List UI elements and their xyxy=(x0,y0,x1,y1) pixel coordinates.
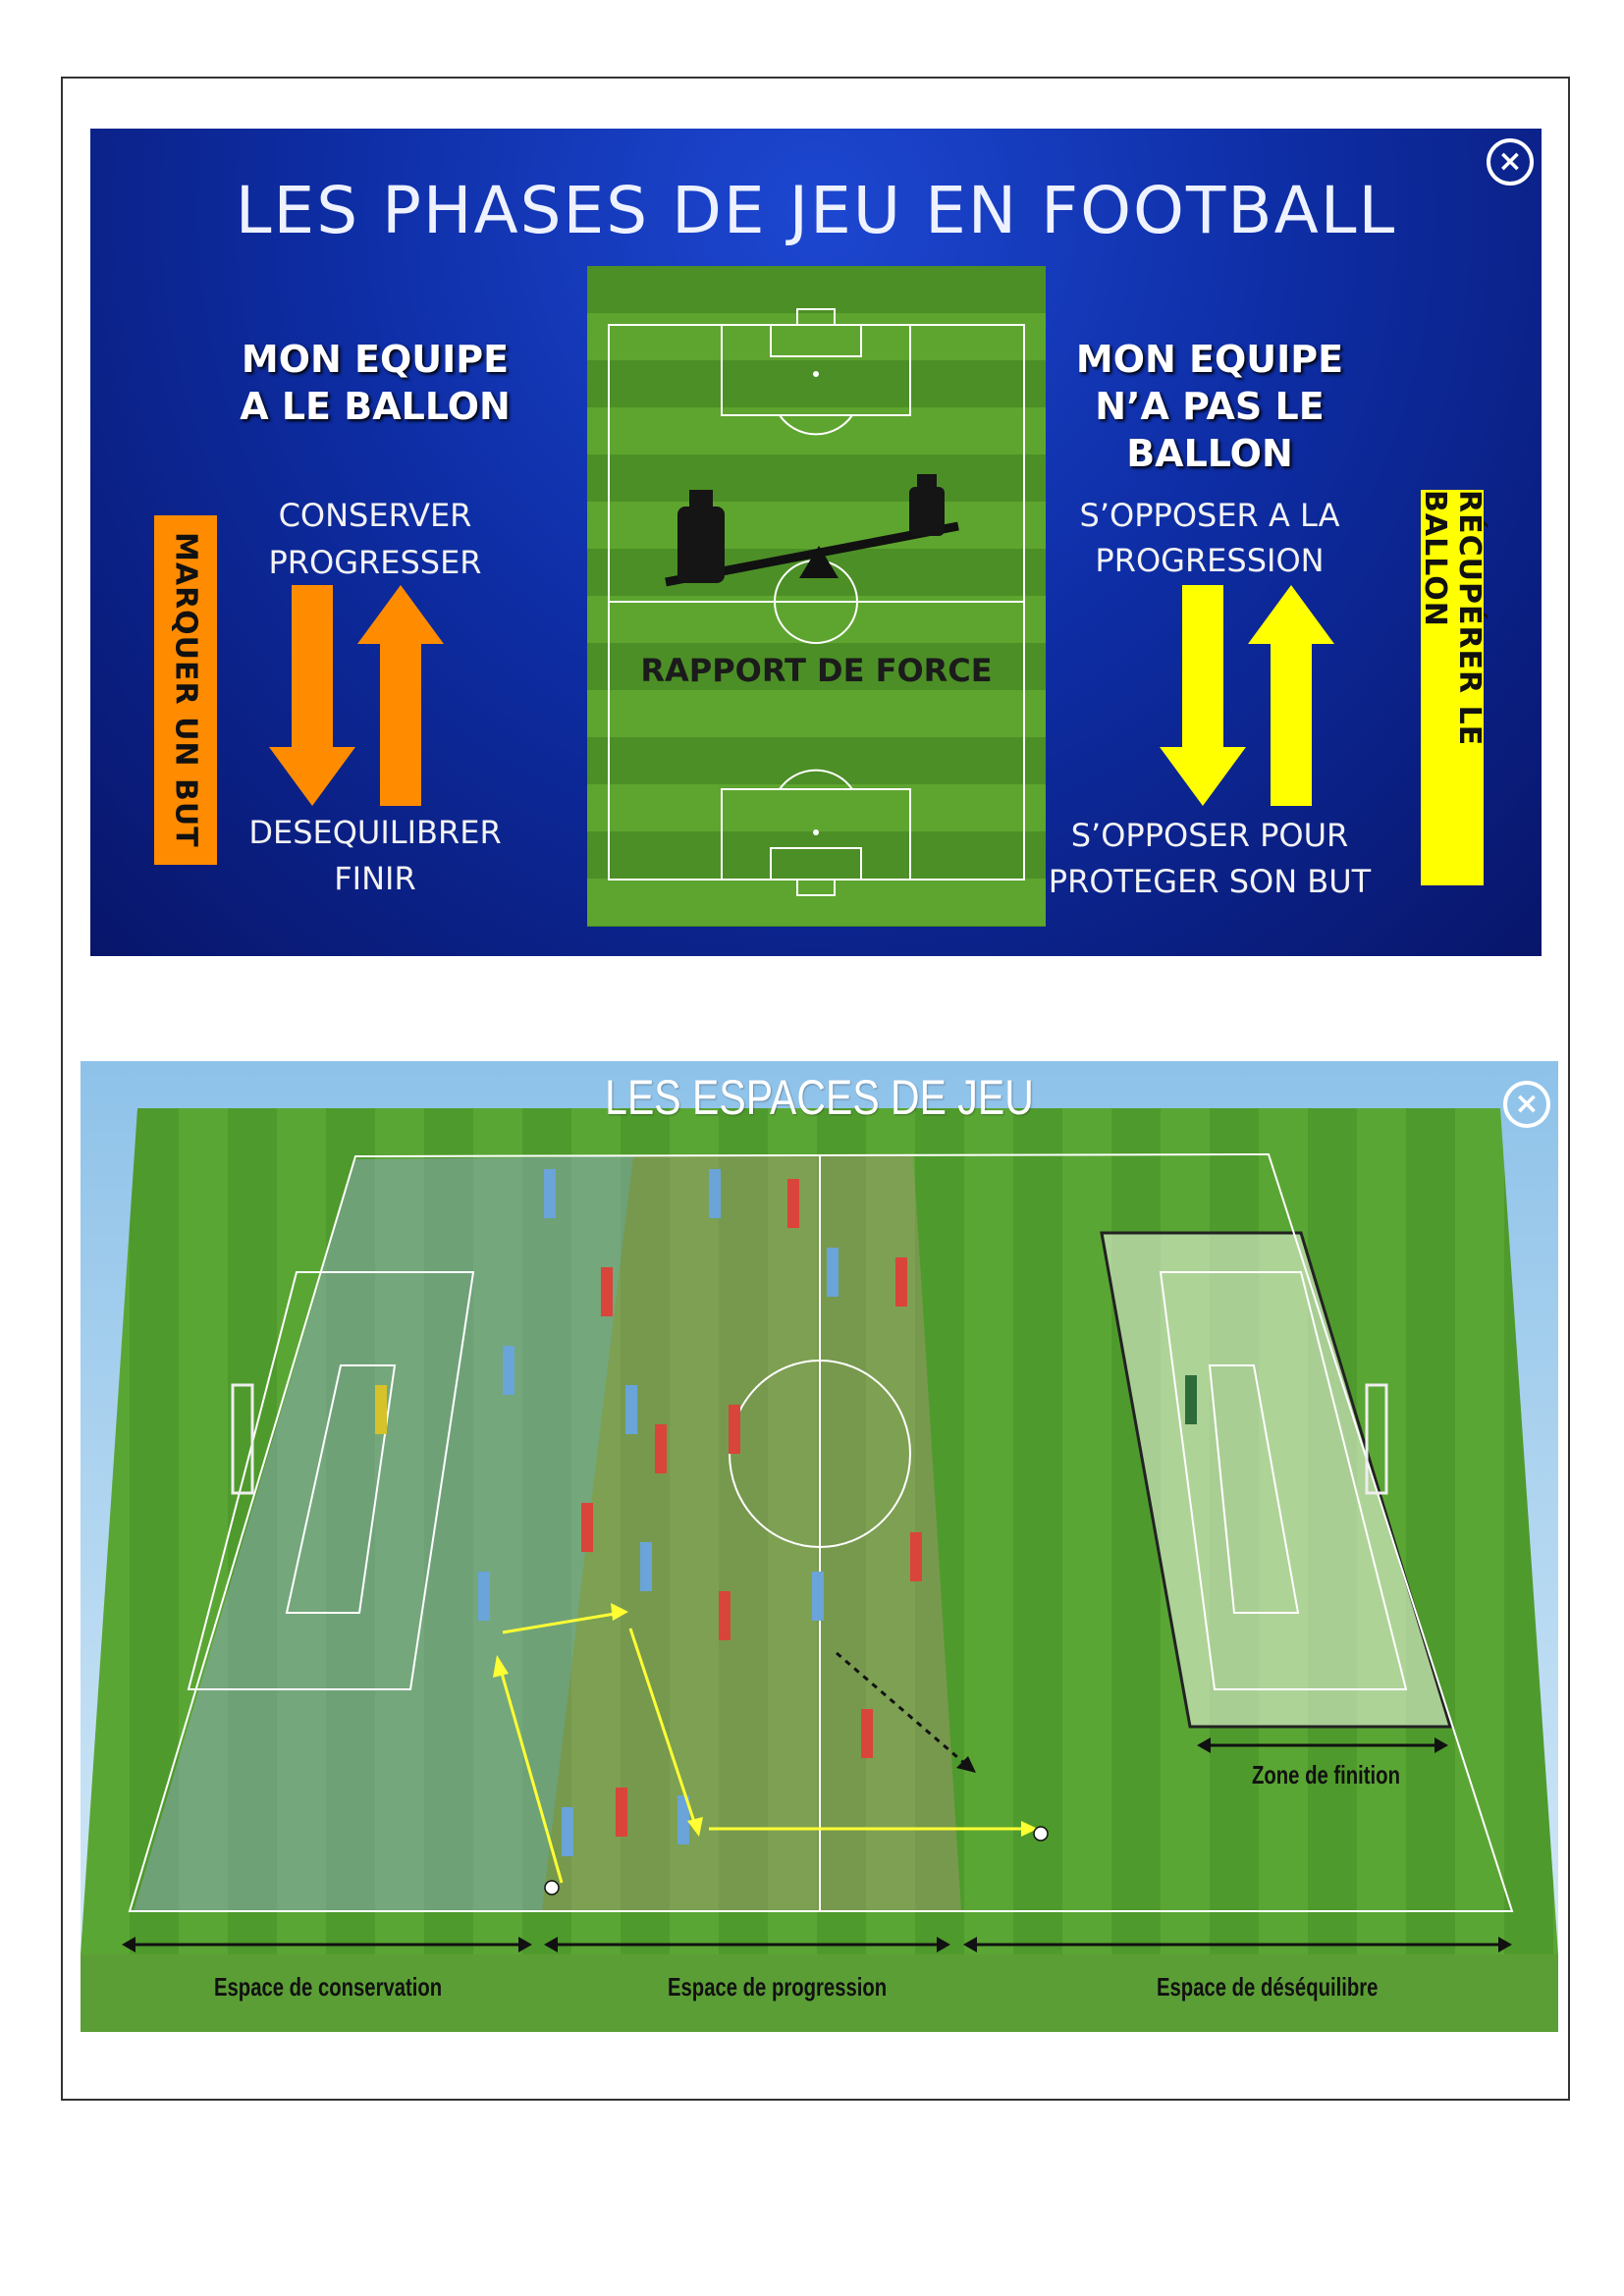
score-goal-label: MARQUER UN BUT xyxy=(168,532,203,848)
left-top-line1: CONSERVER xyxy=(278,497,472,534)
score-goal-bar: MARQUER UN BUT xyxy=(154,515,217,865)
pitch-3d-illustration xyxy=(81,1108,1558,2032)
space-desequilibre-label: Espace de déséquilibre xyxy=(1157,1972,1379,2002)
space-progression-label: Espace de progression xyxy=(668,1972,888,2002)
game-phases-panel: LES PHASES DE JEU EN FOOTBALL × xyxy=(90,129,1542,956)
right-heading-line2: N’A PAS LE BALLON xyxy=(1095,385,1325,475)
phases-title: LES PHASES DE JEU EN FOOTBALL xyxy=(235,173,1397,248)
recover-ball-bar: RÉCUPÉRER LE BALLON xyxy=(1418,490,1487,885)
right-heading-line1: MON EQUIPE xyxy=(1075,338,1344,381)
orange-arrows-icon xyxy=(269,585,444,806)
right-top-line2: PROGRESSION xyxy=(1095,542,1325,579)
game-spaces-panel: LES ESPACES DE JEU × Zone de finition Es… xyxy=(81,1061,1558,2032)
left-top-line2: PROGRESSER xyxy=(268,544,482,581)
mini-pitch xyxy=(587,266,1046,927)
left-heading-line1: MON EQUIPE xyxy=(241,338,510,381)
left-bottom-line1: DESEQUILIBRER xyxy=(248,814,502,851)
spaces-title: LES ESPACES DE JEU xyxy=(605,1070,1034,1125)
zone-finition-label: Zone de finition xyxy=(1252,1760,1400,1789)
left-heading-line2: A LE BALLON xyxy=(240,385,511,428)
right-top-line1: S’OPPOSER A LA xyxy=(1079,497,1340,534)
close-icon[interactable]: × xyxy=(1487,138,1534,186)
yellow-arrows-icon xyxy=(1160,585,1334,806)
close-icon[interactable]: × xyxy=(1503,1081,1550,1128)
recover-ball-label: RÉCUPÉRER LE BALLON xyxy=(1418,490,1487,747)
left-bottom-line2: FINIR xyxy=(334,860,416,897)
space-conservation-label: Espace de conservation xyxy=(214,1972,443,2002)
rapport-de-force-label: RAPPORT DE FORCE xyxy=(640,652,993,689)
right-bottom-line1: S’OPPOSER POUR xyxy=(1070,817,1349,854)
balance-scale-icon xyxy=(665,474,959,587)
page-frame xyxy=(61,77,1570,2101)
right-bottom-line2: PROTEGER SON BUT xyxy=(1048,863,1372,900)
